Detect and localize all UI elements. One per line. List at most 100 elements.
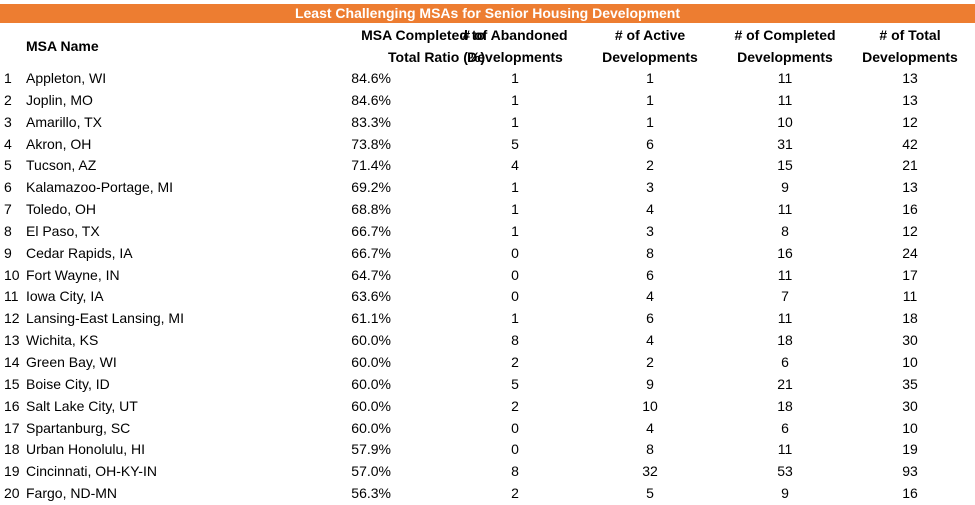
active-cell: 1 — [646, 70, 654, 86]
rank-cell: 19 — [4, 463, 20, 480]
rank-cell: 11 — [4, 288, 19, 305]
msa-name-cell: Green Bay, WI — [26, 353, 117, 370]
completed-cell: 11 — [777, 266, 793, 283]
rank-cell: 1 — [4, 70, 12, 86]
total-cell: 10 — [902, 353, 918, 370]
abandoned-cell: 2 — [511, 397, 519, 414]
completed-cell: 7 — [781, 288, 789, 305]
ratio-cell: 73.8% — [351, 135, 391, 152]
ratio-cell: 84.6% — [351, 70, 391, 86]
total-cell: 42 — [902, 135, 918, 152]
msa-name-cell: Cincinnati, OH-KY-IN — [26, 463, 157, 480]
ratio-cell: 60.0% — [351, 375, 391, 392]
table-row: 6 Kalamazoo-Portage, MI 69.2% 1 3 9 13 — [0, 177, 975, 199]
abandoned-cell: 5 — [511, 375, 519, 392]
completed-cell: 11 — [777, 91, 793, 108]
table-row: 20 Fargo, ND-MN 56.3% 2 5 9 16 — [0, 483, 975, 505]
total-cell: 93 — [902, 463, 918, 480]
msa-name-cell: Wichita, KS — [26, 332, 99, 349]
completed-cell: 11 — [777, 70, 793, 86]
table-row: 8 El Paso, TX 66.7% 1 3 8 12 — [0, 221, 975, 243]
rank-cell: 12 — [4, 310, 20, 327]
table-row: 16 Salt Lake City, UT 60.0% 2 10 18 30 — [0, 396, 975, 418]
active-cell: 6 — [646, 135, 654, 152]
header-active-line1: # of Active — [614, 27, 686, 43]
active-cell: 6 — [646, 266, 654, 283]
ratio-cell: 68.8% — [351, 201, 391, 218]
ratio-cell: 60.0% — [351, 419, 391, 436]
msa-name-cell: Fargo, ND-MN — [26, 485, 118, 502]
total-cell: 17 — [902, 266, 918, 283]
completed-cell: 10 — [777, 113, 793, 130]
total-cell: 12 — [902, 113, 918, 130]
ratio-cell: 63.6% — [351, 288, 391, 305]
msa-name-cell: Cedar Rapids, IA — [26, 244, 133, 261]
rank-cell: 7 — [4, 201, 12, 218]
total-cell: 16 — [902, 485, 918, 502]
table-row: 7 Toledo, OH 68.8% 1 4 11 16 — [0, 199, 975, 221]
active-cell: 8 — [646, 441, 654, 458]
table-body: 1 Appleton, WI 84.6% 1 1 11 13 2 Joplin, MO 84.6%… — [0, 68, 975, 505]
active-cell: 8 — [646, 244, 654, 261]
header-abandoned-line2: Developments — [467, 49, 563, 65]
rank-cell: 18 — [4, 441, 20, 458]
msa-name-cell: El Paso, TX — [26, 222, 100, 239]
table-row: 11 Iowa City, IA 63.6% 0 4 7 11 — [0, 286, 975, 308]
abandoned-cell: 1 — [511, 179, 519, 196]
completed-cell: 9 — [781, 179, 789, 196]
rank-cell: 13 — [4, 332, 20, 349]
active-cell: 5 — [646, 485, 654, 502]
msa-name-cell: Salt Lake City, UT — [26, 397, 138, 414]
completed-cell: 6 — [781, 353, 789, 370]
table-row: 12 Lansing-East Lansing, MI 61.1% 1 6 11 18 — [0, 308, 975, 330]
ratio-cell: 84.6% — [351, 91, 391, 108]
msa-name-cell: Iowa City, IA — [26, 288, 104, 305]
abandoned-cell: 5 — [511, 135, 519, 152]
abandoned-cell: 2 — [511, 485, 519, 502]
total-cell: 30 — [902, 332, 918, 349]
total-cell: 11 — [902, 288, 918, 305]
msa-name-cell: Toledo, OH — [26, 201, 97, 218]
rank-cell: 10 — [4, 266, 20, 283]
active-cell: 9 — [646, 375, 654, 392]
completed-cell: 53 — [777, 463, 793, 480]
completed-cell: 18 — [777, 397, 793, 414]
table-row: 2 Joplin, MO 84.6% 1 1 11 13 — [0, 90, 975, 112]
header-completed: # of Completed Developments — [700, 24, 870, 68]
msa-name-cell: Amarillo, TX — [26, 113, 102, 130]
abandoned-cell: 1 — [511, 222, 519, 239]
rank-cell: 17 — [4, 419, 20, 436]
total-cell: 21 — [902, 157, 918, 174]
completed-cell: 8 — [781, 222, 789, 239]
active-cell: 1 — [646, 91, 654, 108]
active-cell: 4 — [646, 332, 654, 349]
header-total-line2: Developments — [862, 49, 958, 65]
header-abandoned-line1: # of Abandoned — [462, 27, 568, 43]
ratio-cell: 60.0% — [351, 397, 391, 414]
rank-cell: 4 — [4, 135, 12, 152]
table-row: 5 Tucson, AZ 71.4% 4 2 15 21 — [0, 155, 975, 177]
active-cell: 6 — [646, 310, 654, 327]
total-cell: 10 — [902, 419, 918, 436]
ratio-cell: 60.0% — [351, 332, 391, 349]
msa-name-cell: Urban Honolulu, HI — [26, 441, 146, 458]
header-ratio-line2: Total Ratio (%) — [388, 49, 485, 65]
total-cell: 35 — [902, 375, 918, 392]
rank-cell: 5 — [4, 157, 12, 174]
header-completed-line1: # of Completed — [734, 27, 836, 43]
abandoned-cell: 1 — [511, 70, 519, 86]
total-cell: 18 — [902, 310, 918, 327]
abandoned-cell: 0 — [511, 244, 519, 261]
active-cell: 3 — [646, 222, 654, 239]
abandoned-cell: 0 — [511, 288, 519, 305]
active-cell: 4 — [646, 419, 654, 436]
abandoned-cell: 1 — [511, 310, 519, 327]
ratio-cell: 66.7% — [351, 222, 391, 239]
active-cell: 10 — [642, 397, 658, 414]
header-active-line2: Developments — [602, 49, 698, 65]
abandoned-cell: 1 — [511, 91, 519, 108]
completed-cell: 6 — [781, 419, 789, 436]
ratio-cell: 69.2% — [351, 179, 391, 196]
header-abandoned: # of Abandoned Developments — [430, 24, 600, 68]
header-msa-name: MSA Name — [26, 38, 99, 54]
